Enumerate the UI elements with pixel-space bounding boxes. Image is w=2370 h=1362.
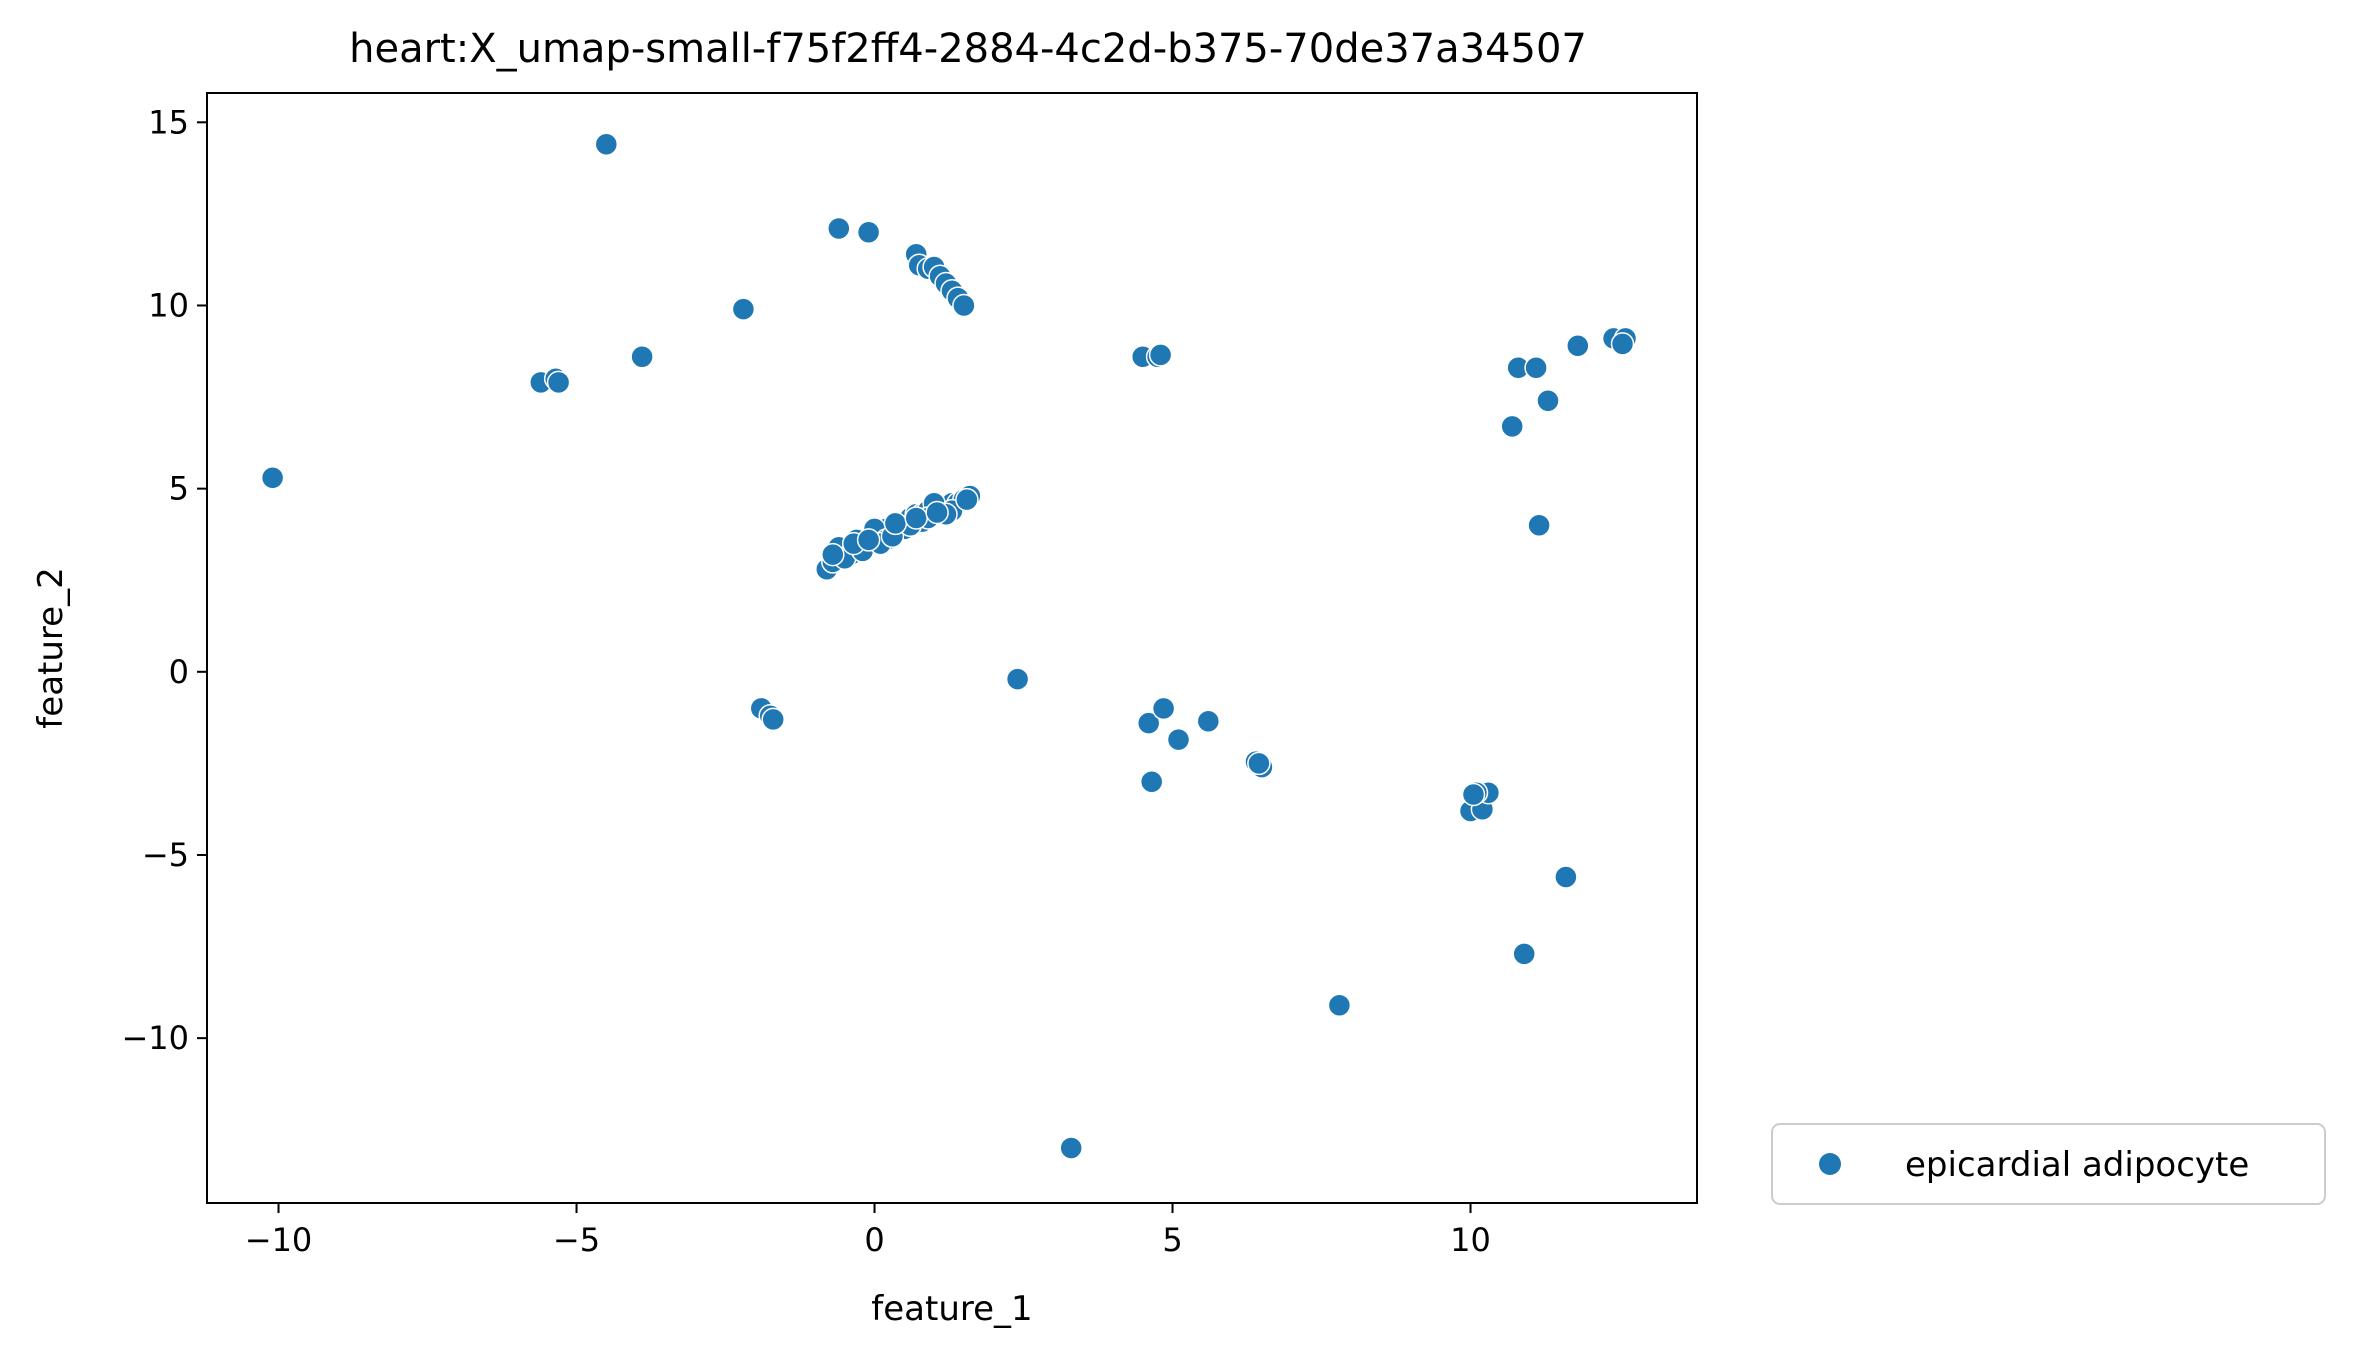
legend: epicardial adipocyte <box>1771 1123 2326 1205</box>
data-point <box>1059 1136 1083 1160</box>
data-point <box>1196 709 1221 734</box>
data-point <box>1524 356 1548 380</box>
data-point <box>594 132 619 157</box>
data-point <box>1136 711 1161 735</box>
data-point <box>1327 993 1352 1017</box>
data-point <box>821 542 845 567</box>
data-point <box>1566 334 1590 358</box>
data-point <box>1166 727 1191 752</box>
data-point <box>1247 751 1271 776</box>
data-point <box>955 487 979 512</box>
points-layer <box>260 132 1638 1160</box>
y-tick-label: 0 <box>169 653 189 691</box>
data-point <box>1554 865 1578 889</box>
x-tick-label: −10 <box>245 1221 313 1259</box>
chart-title: heart:X_umap-small-f75f2ff4-2884-4c2d-b3… <box>349 26 1587 72</box>
y-tick-label: 5 <box>169 470 189 508</box>
data-point <box>883 511 908 536</box>
data-point <box>630 345 654 369</box>
x-tick-label: 10 <box>1450 1221 1491 1259</box>
data-point <box>1148 343 1173 367</box>
y-axis-label: feature_2 <box>31 567 71 728</box>
y-tick-label: −5 <box>142 836 189 874</box>
y-tick-label: 15 <box>148 103 189 141</box>
data-point <box>731 297 756 321</box>
data-point <box>1151 696 1176 721</box>
legend-box <box>1771 1123 2326 1205</box>
x-tick-label: 5 <box>1162 1221 1182 1259</box>
x-tick-label: −5 <box>553 1221 600 1259</box>
x-tick-label: 0 <box>864 1221 884 1259</box>
y-tick-label: 10 <box>148 286 189 324</box>
data-point <box>1536 388 1560 413</box>
y-axis: −10 −5 0 5 10 15 <box>121 103 207 1057</box>
data-point <box>952 293 976 318</box>
data-point <box>1500 414 1524 439</box>
legend-label: epicardial adipocyte <box>1905 1145 2249 1185</box>
data-point <box>1139 769 1164 794</box>
data-point <box>546 370 571 395</box>
data-point <box>827 216 851 241</box>
data-point <box>260 465 285 490</box>
x-axis-label: feature_1 <box>871 1289 1032 1329</box>
data-point <box>1527 513 1551 538</box>
data-point <box>1005 667 1030 691</box>
data-point <box>856 220 881 244</box>
x-axis: −10 −5 0 5 10 <box>245 1203 1491 1259</box>
data-point <box>856 528 881 552</box>
data-point <box>1512 942 1536 966</box>
legend-marker <box>1819 1153 1841 1175</box>
data-point <box>904 506 928 530</box>
data-point <box>925 500 949 525</box>
data-point <box>1461 782 1486 807</box>
plot-frame <box>206 92 1698 1204</box>
y-tick-label: −10 <box>121 1019 189 1057</box>
data-point <box>1610 332 1635 356</box>
data-point <box>761 707 785 732</box>
